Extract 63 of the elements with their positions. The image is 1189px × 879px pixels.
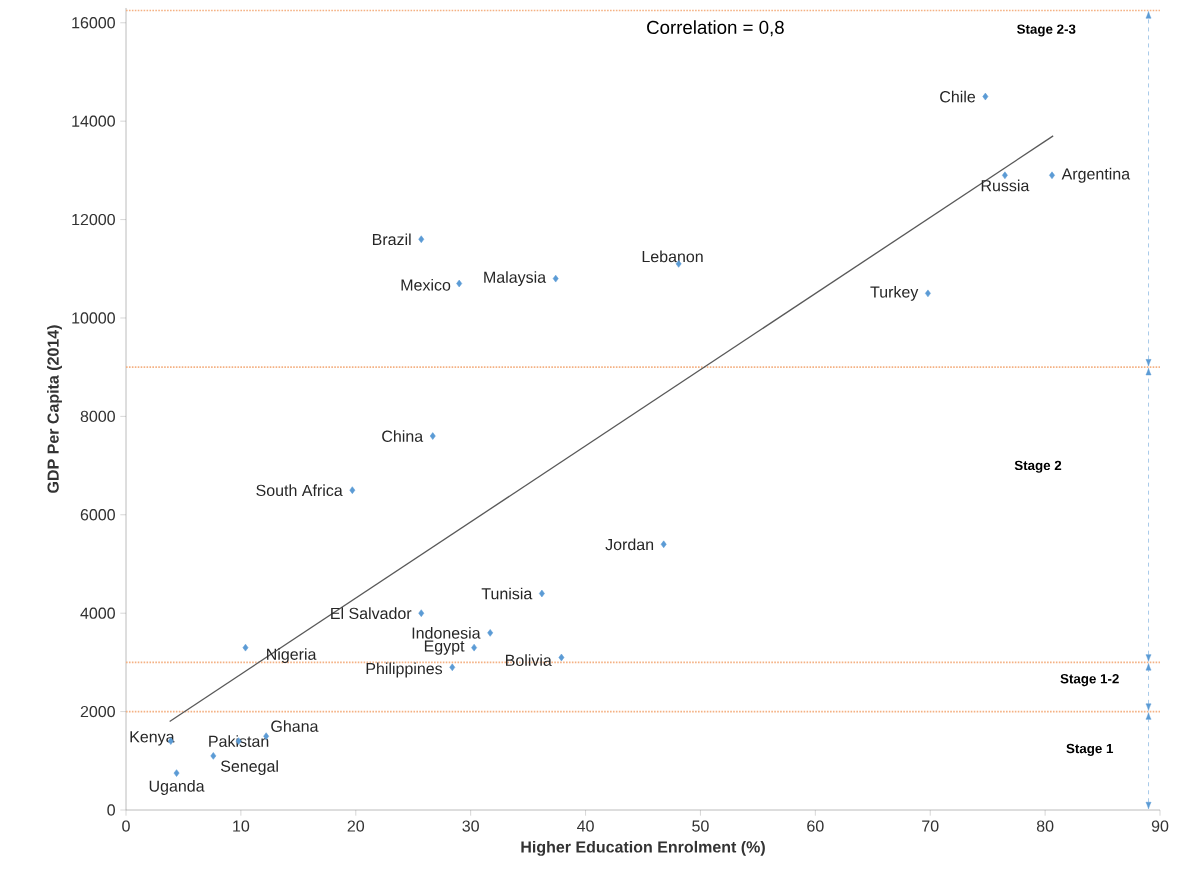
y-tick-label: 10000 <box>72 312 115 324</box>
point <box>210 752 217 760</box>
y-tick-label: 14000 <box>72 115 115 127</box>
annotation: Malaysia <box>484 271 547 287</box>
y-tick-label: 4000 <box>80 607 115 619</box>
annotation: Turkey <box>870 285 919 301</box>
point <box>456 279 463 288</box>
x-tick-label: 80 <box>1036 820 1054 832</box>
y-tick-label: 12000 <box>72 213 115 226</box>
annotation: Jordan <box>605 538 654 551</box>
annotation: Egypt <box>424 640 465 655</box>
x-tick-label: 90 <box>1151 820 1169 832</box>
annotation: Nigeria <box>267 648 317 664</box>
annotation: Tunisia <box>481 587 533 600</box>
annotation: Brazil <box>372 233 411 246</box>
point <box>418 609 425 617</box>
point <box>558 653 565 662</box>
annotation: Stage 2 <box>1014 460 1062 473</box>
annotation: Correlation = 0,8 <box>647 20 784 37</box>
annotation: Russia <box>981 179 1030 192</box>
annotation: Kenya <box>130 731 175 746</box>
annotation: China <box>382 430 424 442</box>
point <box>418 235 425 243</box>
annotation: Argentina <box>1061 167 1131 183</box>
annotation: Mexico <box>401 279 451 291</box>
annotation: Chile <box>940 90 976 103</box>
point <box>349 486 356 494</box>
x-tick-label: 30 <box>462 820 479 832</box>
x-tick-label: 50 <box>692 820 709 832</box>
annotation: Stage 1 <box>1066 743 1114 756</box>
annotation: Uganda <box>149 780 205 795</box>
annotation: Lebanon <box>642 250 703 263</box>
x-tick-label: 10 <box>233 820 250 832</box>
point <box>660 540 667 549</box>
annotation: Philippines <box>366 662 443 678</box>
y-tick-label: 8000 <box>80 410 115 423</box>
y-tick-label: 6000 <box>80 509 115 521</box>
annotation: Senegal <box>220 760 278 776</box>
x-axis-title: Higher Education Enrolment (%) <box>521 840 765 856</box>
annotation: El Salvador <box>331 607 412 620</box>
point <box>429 432 436 440</box>
annotation: Indonesia <box>412 627 481 639</box>
annotation: Pakistan <box>209 735 269 747</box>
annotation: Bolivia <box>506 654 552 666</box>
point <box>449 663 456 672</box>
y-tick-label: 2000 <box>80 705 115 718</box>
y-axis-title: GDP Per Capita (2014) <box>47 325 62 493</box>
annotation: Stage 1-2 <box>1060 674 1119 687</box>
x-tick-label: 60 <box>807 820 824 832</box>
y-tick-label: 0 <box>107 804 115 816</box>
point <box>552 274 559 283</box>
annotation: South Africa <box>256 484 343 497</box>
x-tick-label: 20 <box>347 820 365 832</box>
point <box>487 629 494 637</box>
x-tick-label: 70 <box>922 820 939 832</box>
x-tick-label: 0 <box>122 820 130 832</box>
point <box>242 643 249 652</box>
point <box>173 769 180 777</box>
x-tick-label: 40 <box>577 820 594 832</box>
point <box>982 92 989 101</box>
annotation: Ghana <box>271 720 319 732</box>
y-tick-label: 16000 <box>72 17 115 29</box>
annotation: Stage 2-3 <box>1017 24 1076 37</box>
